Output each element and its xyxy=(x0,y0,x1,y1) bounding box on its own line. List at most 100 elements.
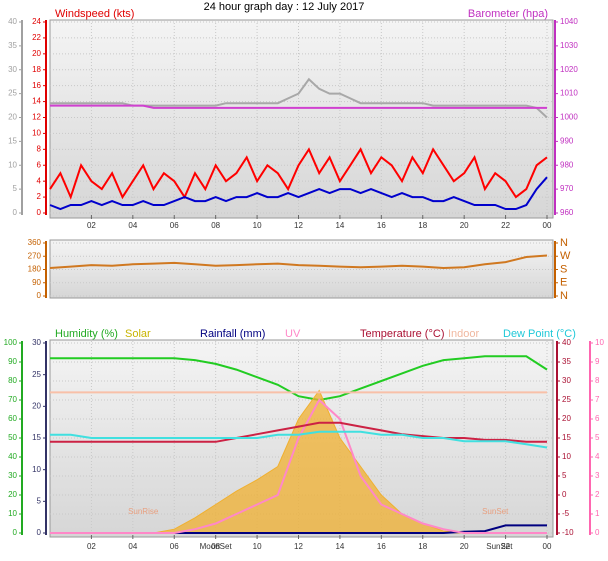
y-tick-label: 10 xyxy=(8,509,17,518)
x-tick-label: 16 xyxy=(377,542,386,551)
y-tick-label: 22 xyxy=(32,33,41,42)
y-tick-label: 360 xyxy=(28,238,42,247)
y-tick-label: 9 xyxy=(595,357,600,366)
y-tick-label: 0 xyxy=(595,528,600,537)
y-tick-label: 4 xyxy=(37,176,42,185)
y-tick-label: 20 xyxy=(8,113,17,122)
x-tick-label: 08 xyxy=(211,221,220,230)
y-tick-label: 25 xyxy=(32,370,41,379)
x-tick-label: 22 xyxy=(501,542,510,551)
x-tick-label: 04 xyxy=(128,221,137,230)
line xyxy=(50,355,548,402)
y-tick-label: 8 xyxy=(595,376,600,385)
y-tick-label: 10 xyxy=(562,452,571,461)
y-tick-label: 18 xyxy=(32,65,41,74)
x-tick-label: 04 xyxy=(128,542,137,551)
legend-label: UV xyxy=(285,328,301,340)
annotation: SunSet xyxy=(482,507,509,516)
x-tick-label: 10 xyxy=(253,542,262,551)
y-tick-label: 0 xyxy=(37,208,42,217)
y-tick-label: 0 xyxy=(37,528,42,537)
legend-label: Humidity (%) xyxy=(55,328,118,340)
y-tick-label: 3 xyxy=(595,471,600,480)
x-tick-label: 18 xyxy=(418,221,427,230)
x-tick-label: 16 xyxy=(377,221,386,230)
y-tick-label: 20 xyxy=(562,414,571,423)
line xyxy=(49,147,548,200)
y-tick-label: 1000 xyxy=(560,113,578,122)
y-tick-label: 15 xyxy=(562,433,571,442)
y-tick-label: 0 xyxy=(13,208,18,217)
y-tick-label: 1040 xyxy=(560,17,578,26)
y-tick-label: 5 xyxy=(595,433,600,442)
y-tick-label: 10 xyxy=(32,465,41,474)
y-tick-label: 40 xyxy=(8,452,17,461)
y-tick-label: S xyxy=(560,263,567,275)
y-tick-label: 1 xyxy=(595,509,600,518)
y-tick-label: 50 xyxy=(8,433,17,442)
y-tick-label: 10 xyxy=(595,338,604,347)
legend-label: Dew Point (°C) xyxy=(503,328,576,340)
x-tick-label: 20 xyxy=(460,542,469,551)
y-tick-label: 30 xyxy=(32,338,41,347)
y-tick-label: E xyxy=(560,277,567,289)
y-tick-label: 10 xyxy=(32,129,41,138)
y-tick-label: 40 xyxy=(8,17,17,26)
y-tick-label: 25 xyxy=(562,395,571,404)
y-tick-label: 0 xyxy=(37,291,42,300)
y-tick-label: 30 xyxy=(8,471,17,480)
y-tick-label: 40 xyxy=(562,338,571,347)
x-tick-label: 14 xyxy=(335,221,344,230)
y-tick-label: 8 xyxy=(37,144,42,153)
y-tick-label: W xyxy=(560,250,571,262)
line xyxy=(50,421,547,443)
y-tick-label: 6 xyxy=(37,160,42,169)
y-tick-label: 1030 xyxy=(560,41,578,50)
line xyxy=(50,430,548,449)
y-tick-label: 14 xyxy=(32,97,41,106)
axis-annotation: SunSet xyxy=(486,542,513,551)
x-tick-label: 18 xyxy=(418,542,427,551)
y-tick-label: 5 xyxy=(37,496,42,505)
y-tick-label: 15 xyxy=(8,136,17,145)
x-tick-label: 14 xyxy=(335,542,344,551)
legend-label: Rainfall (mm) xyxy=(200,328,265,340)
y-tick-label: 20 xyxy=(32,401,41,410)
y-tick-label: 960 xyxy=(560,208,574,217)
y-tick-label: 270 xyxy=(28,251,42,260)
x-tick-label: 12 xyxy=(294,221,303,230)
y-tick-label: 90 xyxy=(32,278,41,287)
y-tick-label: -10 xyxy=(562,528,574,537)
y-tick-label: 35 xyxy=(562,357,571,366)
y-tick-label: 12 xyxy=(32,113,41,122)
y-tick-label: 20 xyxy=(8,490,17,499)
x-tick-label: 10 xyxy=(253,221,262,230)
x-tick-label: 00 xyxy=(543,542,552,551)
y-tick-label: N xyxy=(560,237,568,249)
y-tick-label: 2 xyxy=(595,490,600,499)
y-tick-label: 990 xyxy=(560,136,574,145)
x-tick-label: 06 xyxy=(170,221,179,230)
y-tick-label: 980 xyxy=(560,160,574,169)
x-tick-label: 02 xyxy=(87,221,96,230)
y-tick-label: 2 xyxy=(37,192,42,201)
line xyxy=(50,398,547,534)
y-tick-label: 20 xyxy=(32,49,41,58)
y-tick-label: 70 xyxy=(8,395,17,404)
x-tick-label: 20 xyxy=(460,221,469,230)
y-tick-label: 5 xyxy=(562,471,567,480)
y-axis-label: Windspeed (kts) xyxy=(55,8,134,20)
y-tick-label: 25 xyxy=(8,89,17,98)
x-tick-label: 22 xyxy=(501,221,510,230)
y-tick-label: 6 xyxy=(595,414,600,423)
y-tick-label: 970 xyxy=(560,184,574,193)
y-tick-label: 80 xyxy=(8,376,17,385)
x-tick-label: 08 xyxy=(211,542,220,551)
panel-background xyxy=(49,239,554,299)
y-tick-label: 10 xyxy=(8,160,17,169)
y-tick-label: 5 xyxy=(13,184,18,193)
y-tick-label: 0 xyxy=(562,490,567,499)
annotation: SunRise xyxy=(128,507,159,516)
line xyxy=(50,104,547,109)
